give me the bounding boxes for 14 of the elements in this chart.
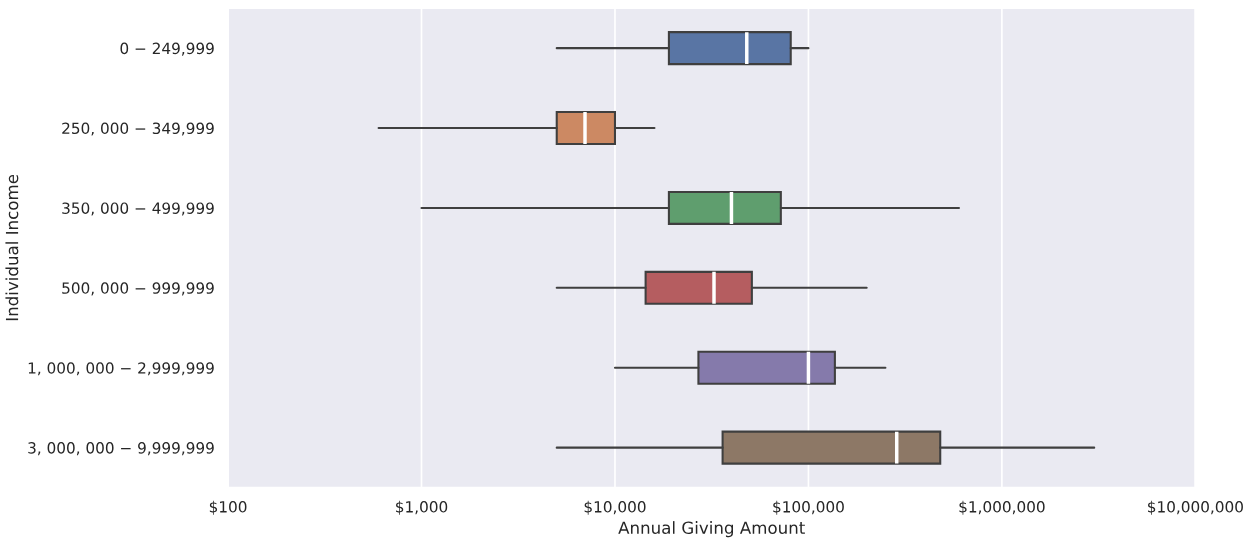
y-axis-title: Individual Income — [5, 174, 19, 321]
y-tick-label: 3, 000, 000 − 9,999,999 — [28, 442, 214, 456]
y-tick-label: 250, 000 − 349,999 — [62, 122, 214, 136]
x-tick-label: $100 — [209, 500, 247, 515]
y-tick-label: 0 − 249,999 — [120, 42, 214, 56]
x-tick-label: $10,000,000 — [1148, 500, 1243, 515]
x-tick-label: $10,000 — [584, 500, 646, 515]
x-tick-label: $1,000,000 — [959, 500, 1045, 515]
y-tick-label: 350, 000 − 499,999 — [62, 202, 214, 216]
x-tick-label: $1,000 — [396, 500, 448, 515]
x-axis-title: Annual Giving Amount — [618, 521, 805, 538]
y-tick-label: 500, 000 − 999,999 — [62, 282, 214, 296]
x-tick-label: $100,000 — [773, 500, 844, 515]
y-tick-label: 1, 000, 000 − 2,999,999 — [28, 362, 214, 376]
